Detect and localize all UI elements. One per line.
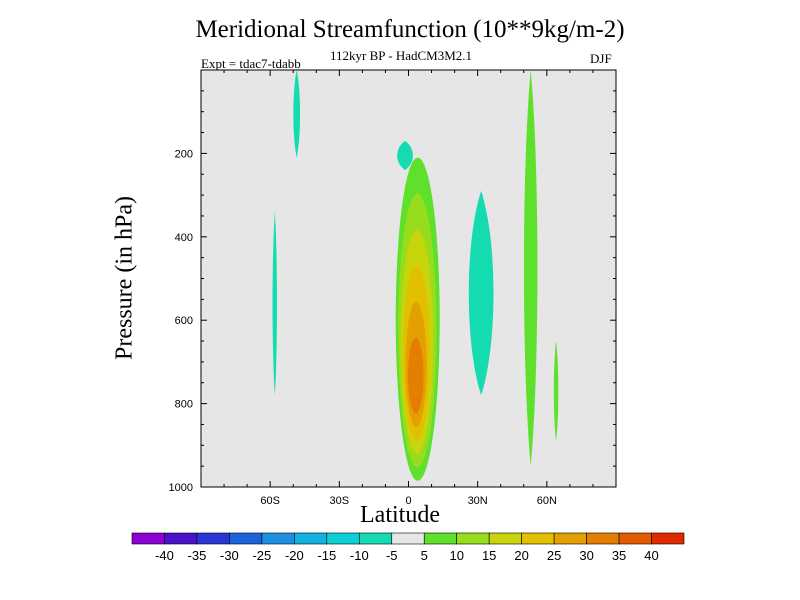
colorbar-swatch (521, 532, 555, 545)
y-tick-label: 200 (175, 148, 193, 160)
colorbar-swatch (456, 532, 490, 545)
colorbar-swatch (618, 532, 652, 545)
chart-title: Meridional Streamfunction (10**9kg/m-2) (195, 16, 625, 43)
colorbar-label: 5 (421, 548, 428, 563)
colorbar-swatch (294, 532, 328, 545)
colorbar-label: 35 (612, 548, 626, 563)
colorbar-label: -15 (317, 548, 336, 563)
colorbar-swatch (651, 532, 685, 545)
colorbar-swatch (553, 532, 587, 545)
colorbar-label: 40 (644, 548, 658, 563)
axes: 60S 30S 0 30N 60N 200 400 600 800 1000 (169, 69, 617, 507)
x-axis-label: Latitude (360, 502, 440, 528)
colorbar-label: -5 (386, 548, 398, 563)
y-tick-label: 1000 (169, 482, 193, 494)
tropical-upper-negative (397, 140, 413, 171)
colorbar-swatch (586, 532, 620, 545)
x-tick-label: 30S (330, 495, 350, 507)
contour-level-30 (408, 337, 424, 414)
colorbar-swatch (488, 532, 522, 545)
season-label: DJF (590, 51, 612, 66)
chart-subtitle: 112kyr BP - HadCM3M2.1 (330, 48, 473, 63)
y-tick-label: 800 (175, 399, 193, 411)
x-tick-label: 60S (260, 495, 280, 507)
nh-midlat-negative (468, 190, 494, 396)
colorbar-swatch (423, 532, 458, 545)
colorbar-label: 25 (547, 548, 561, 563)
colorbar-swatch (358, 532, 393, 545)
nh-highlat-positive (553, 341, 559, 442)
colorbar-label: 30 (579, 548, 593, 563)
colorbar-label: 20 (514, 548, 528, 563)
colorbar-label: -30 (220, 548, 239, 563)
x-tick-label: 60N (537, 495, 557, 507)
colorbar-label: -25 (252, 548, 271, 563)
colorbar-label: 10 (449, 548, 463, 563)
colorbar: -40 -35 -30 -25 -20 -15 -10 -5 5 10 15 20 25 30 35 40 (131, 532, 685, 563)
colorbar-swatch (131, 532, 165, 545)
colorbar-swatch (164, 532, 198, 545)
sh-midlat-negative (272, 211, 278, 396)
x-tick-label: 0 (405, 495, 411, 507)
colorbar-label: -35 (188, 548, 207, 563)
y-tick-label: 600 (175, 315, 193, 327)
colorbar-label: 15 (482, 548, 496, 563)
colorbar-label: -10 (350, 548, 369, 563)
sh-upper-negative (293, 70, 301, 158)
colorbar-swatch (229, 532, 263, 545)
y-tick-label: 400 (175, 232, 193, 244)
colorbar-swatch (261, 532, 295, 545)
colorbar-swatch (391, 532, 425, 545)
plot-area (201, 70, 616, 487)
x-tick-label: 30N (468, 495, 488, 507)
colorbar-swatch (326, 532, 360, 545)
colorbar-label: -40 (155, 548, 174, 563)
colorbar-swatch (196, 532, 230, 545)
y-axis-label: Pressure (in hPa) (111, 196, 138, 360)
experiment-label: Expt = tdac7-tdabb (201, 56, 301, 71)
nh-polar-positive (523, 70, 538, 467)
colorbar-label: -20 (285, 548, 304, 563)
